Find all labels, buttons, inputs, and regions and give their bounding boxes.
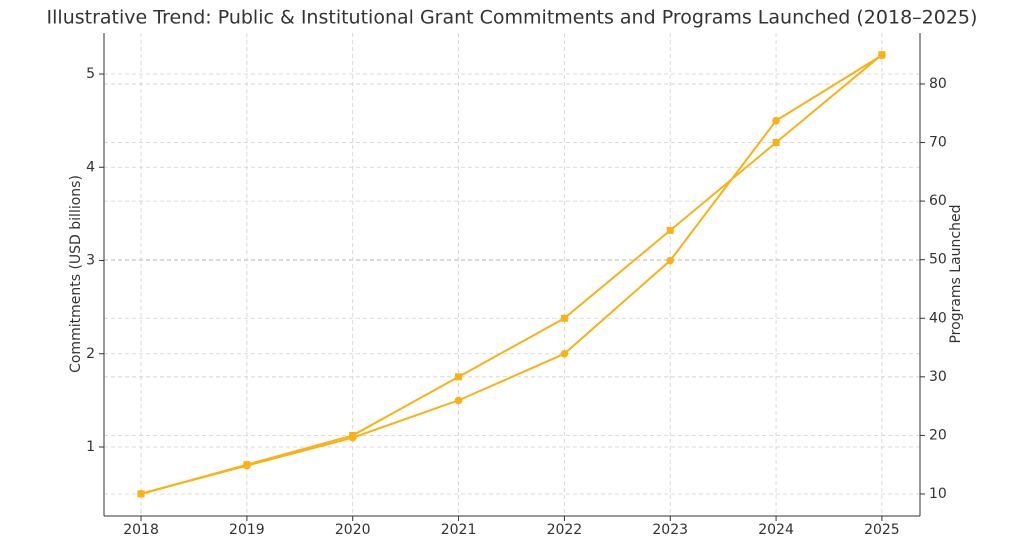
y2-axis-label: Programs Launched xyxy=(948,204,964,343)
marker xyxy=(454,396,463,405)
chart-title: Illustrative Trend: Public & Institution… xyxy=(47,7,978,29)
x-tick-label: 2021 xyxy=(441,522,477,538)
y2-tick-label: 50 xyxy=(929,252,947,268)
y2-tick-label: 40 xyxy=(929,310,947,326)
marker xyxy=(137,490,145,498)
x-tick-label: 2019 xyxy=(229,522,265,538)
y-tick-label: 1 xyxy=(86,439,95,455)
marker xyxy=(349,431,357,439)
y-tick-label: 3 xyxy=(86,253,95,269)
y2-tick-label: 80 xyxy=(929,76,947,92)
x-tick-label: 2022 xyxy=(547,522,583,538)
series-line xyxy=(140,53,883,495)
y-tick-label: 2 xyxy=(86,346,95,362)
marker xyxy=(666,256,675,265)
y-tick-label: 4 xyxy=(86,159,95,175)
marker xyxy=(878,51,886,59)
y2-tick-label: 30 xyxy=(929,369,947,385)
marker xyxy=(455,373,463,381)
y2-tick-label: 60 xyxy=(929,193,947,209)
marker xyxy=(772,139,780,147)
x-tick-label: 2023 xyxy=(652,522,688,538)
marker xyxy=(666,226,674,234)
y2-tick-label: 10 xyxy=(929,486,947,502)
y-axis-label: Commitments (USD billions) xyxy=(68,175,84,373)
y2-tick-label: 20 xyxy=(929,427,947,443)
x-tick-label: 2020 xyxy=(335,522,371,538)
series-line xyxy=(140,54,883,495)
marker xyxy=(560,314,568,322)
x-tick-label: 2018 xyxy=(123,522,159,538)
marker xyxy=(560,349,569,358)
marker xyxy=(243,461,251,469)
x-tick-label: 2025 xyxy=(864,522,900,538)
y-tick-label: 5 xyxy=(86,66,95,82)
x-tick-label: 2024 xyxy=(758,522,794,538)
y2-tick-label: 70 xyxy=(929,135,947,151)
marker xyxy=(772,116,780,125)
